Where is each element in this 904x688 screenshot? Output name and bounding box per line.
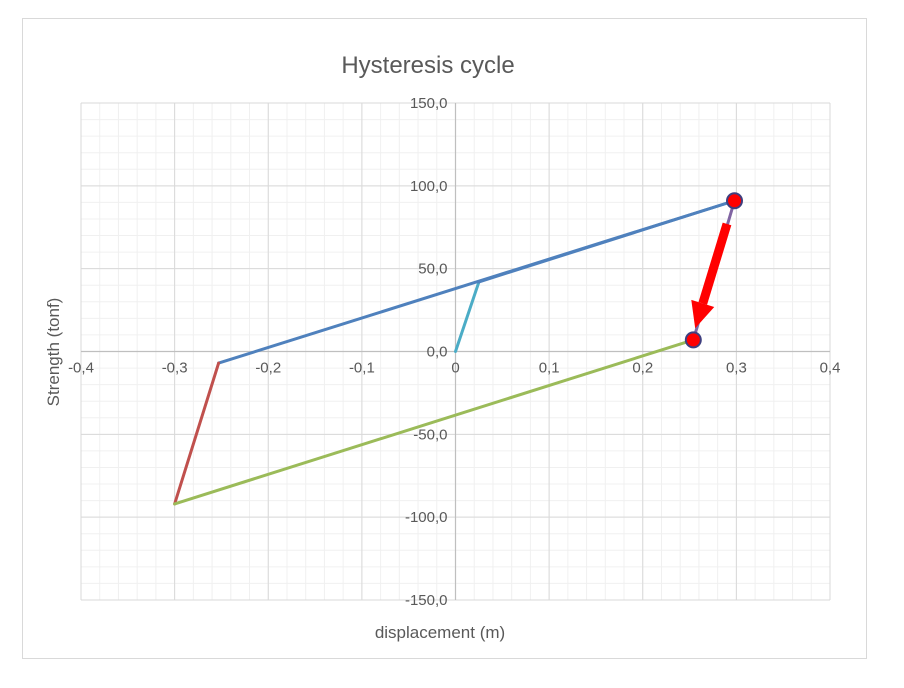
x-tick-label: -0,4 [68, 360, 94, 377]
y-axis-title: Strength (tonf) [44, 298, 63, 407]
series-line-4 [217, 199, 737, 365]
x-tick-label: 0 [451, 360, 459, 377]
series-line-1 [454, 280, 481, 353]
y-tick-label: -150,0 [405, 592, 448, 609]
x-tick-label: -0,1 [349, 360, 375, 377]
y-tick-label: 100,0 [410, 178, 448, 195]
x-tick-labels: -0,4 -0,3 -0,2 -0,1 0 0,1 0,2 0,3 0,4 [68, 360, 840, 377]
series-line-6 [173, 338, 695, 506]
x-tick-label: 0,3 [726, 360, 747, 377]
series-layer [173, 199, 737, 506]
annotation-arrow-head [691, 299, 715, 329]
x-tick-label: -0,3 [162, 360, 188, 377]
x-tick-label: -0,2 [255, 360, 281, 377]
x-tick-label: 0,2 [632, 360, 653, 377]
x-tick-label: 0,1 [539, 360, 560, 377]
data-point-marker-2 [684, 331, 702, 349]
chart-frame: -0,4 -0,3 -0,2 -0,1 0 0,1 0,2 0,3 0,4 150,0 100,0… [22, 18, 867, 659]
x-axis-title: displacement (m) [375, 623, 505, 642]
marker-layer [684, 192, 744, 349]
y-tick-label: -50,0 [413, 426, 447, 443]
y-tick-label: 50,0 [418, 261, 447, 278]
data-point-marker-1 [726, 192, 744, 210]
y-tick-label: -100,0 [405, 509, 448, 526]
y-tick-label: 150,0 [410, 95, 448, 112]
annotation-arrow-shaft [698, 222, 732, 305]
y-tick-label: 0,0 [427, 344, 448, 361]
x-tick-label: 0,4 [820, 360, 841, 377]
chart-title: Hysteresis cycle [341, 52, 514, 79]
hysteresis-chart: -0,4 -0,3 -0,2 -0,1 0 0,1 0,2 0,3 0,4 150,0 100,0… [44, 52, 840, 642]
series-line-5 [173, 361, 221, 506]
y-tick-labels: 150,0 100,0 50,0 0,0 -50,0 -100,0 -150,0 [405, 95, 448, 609]
